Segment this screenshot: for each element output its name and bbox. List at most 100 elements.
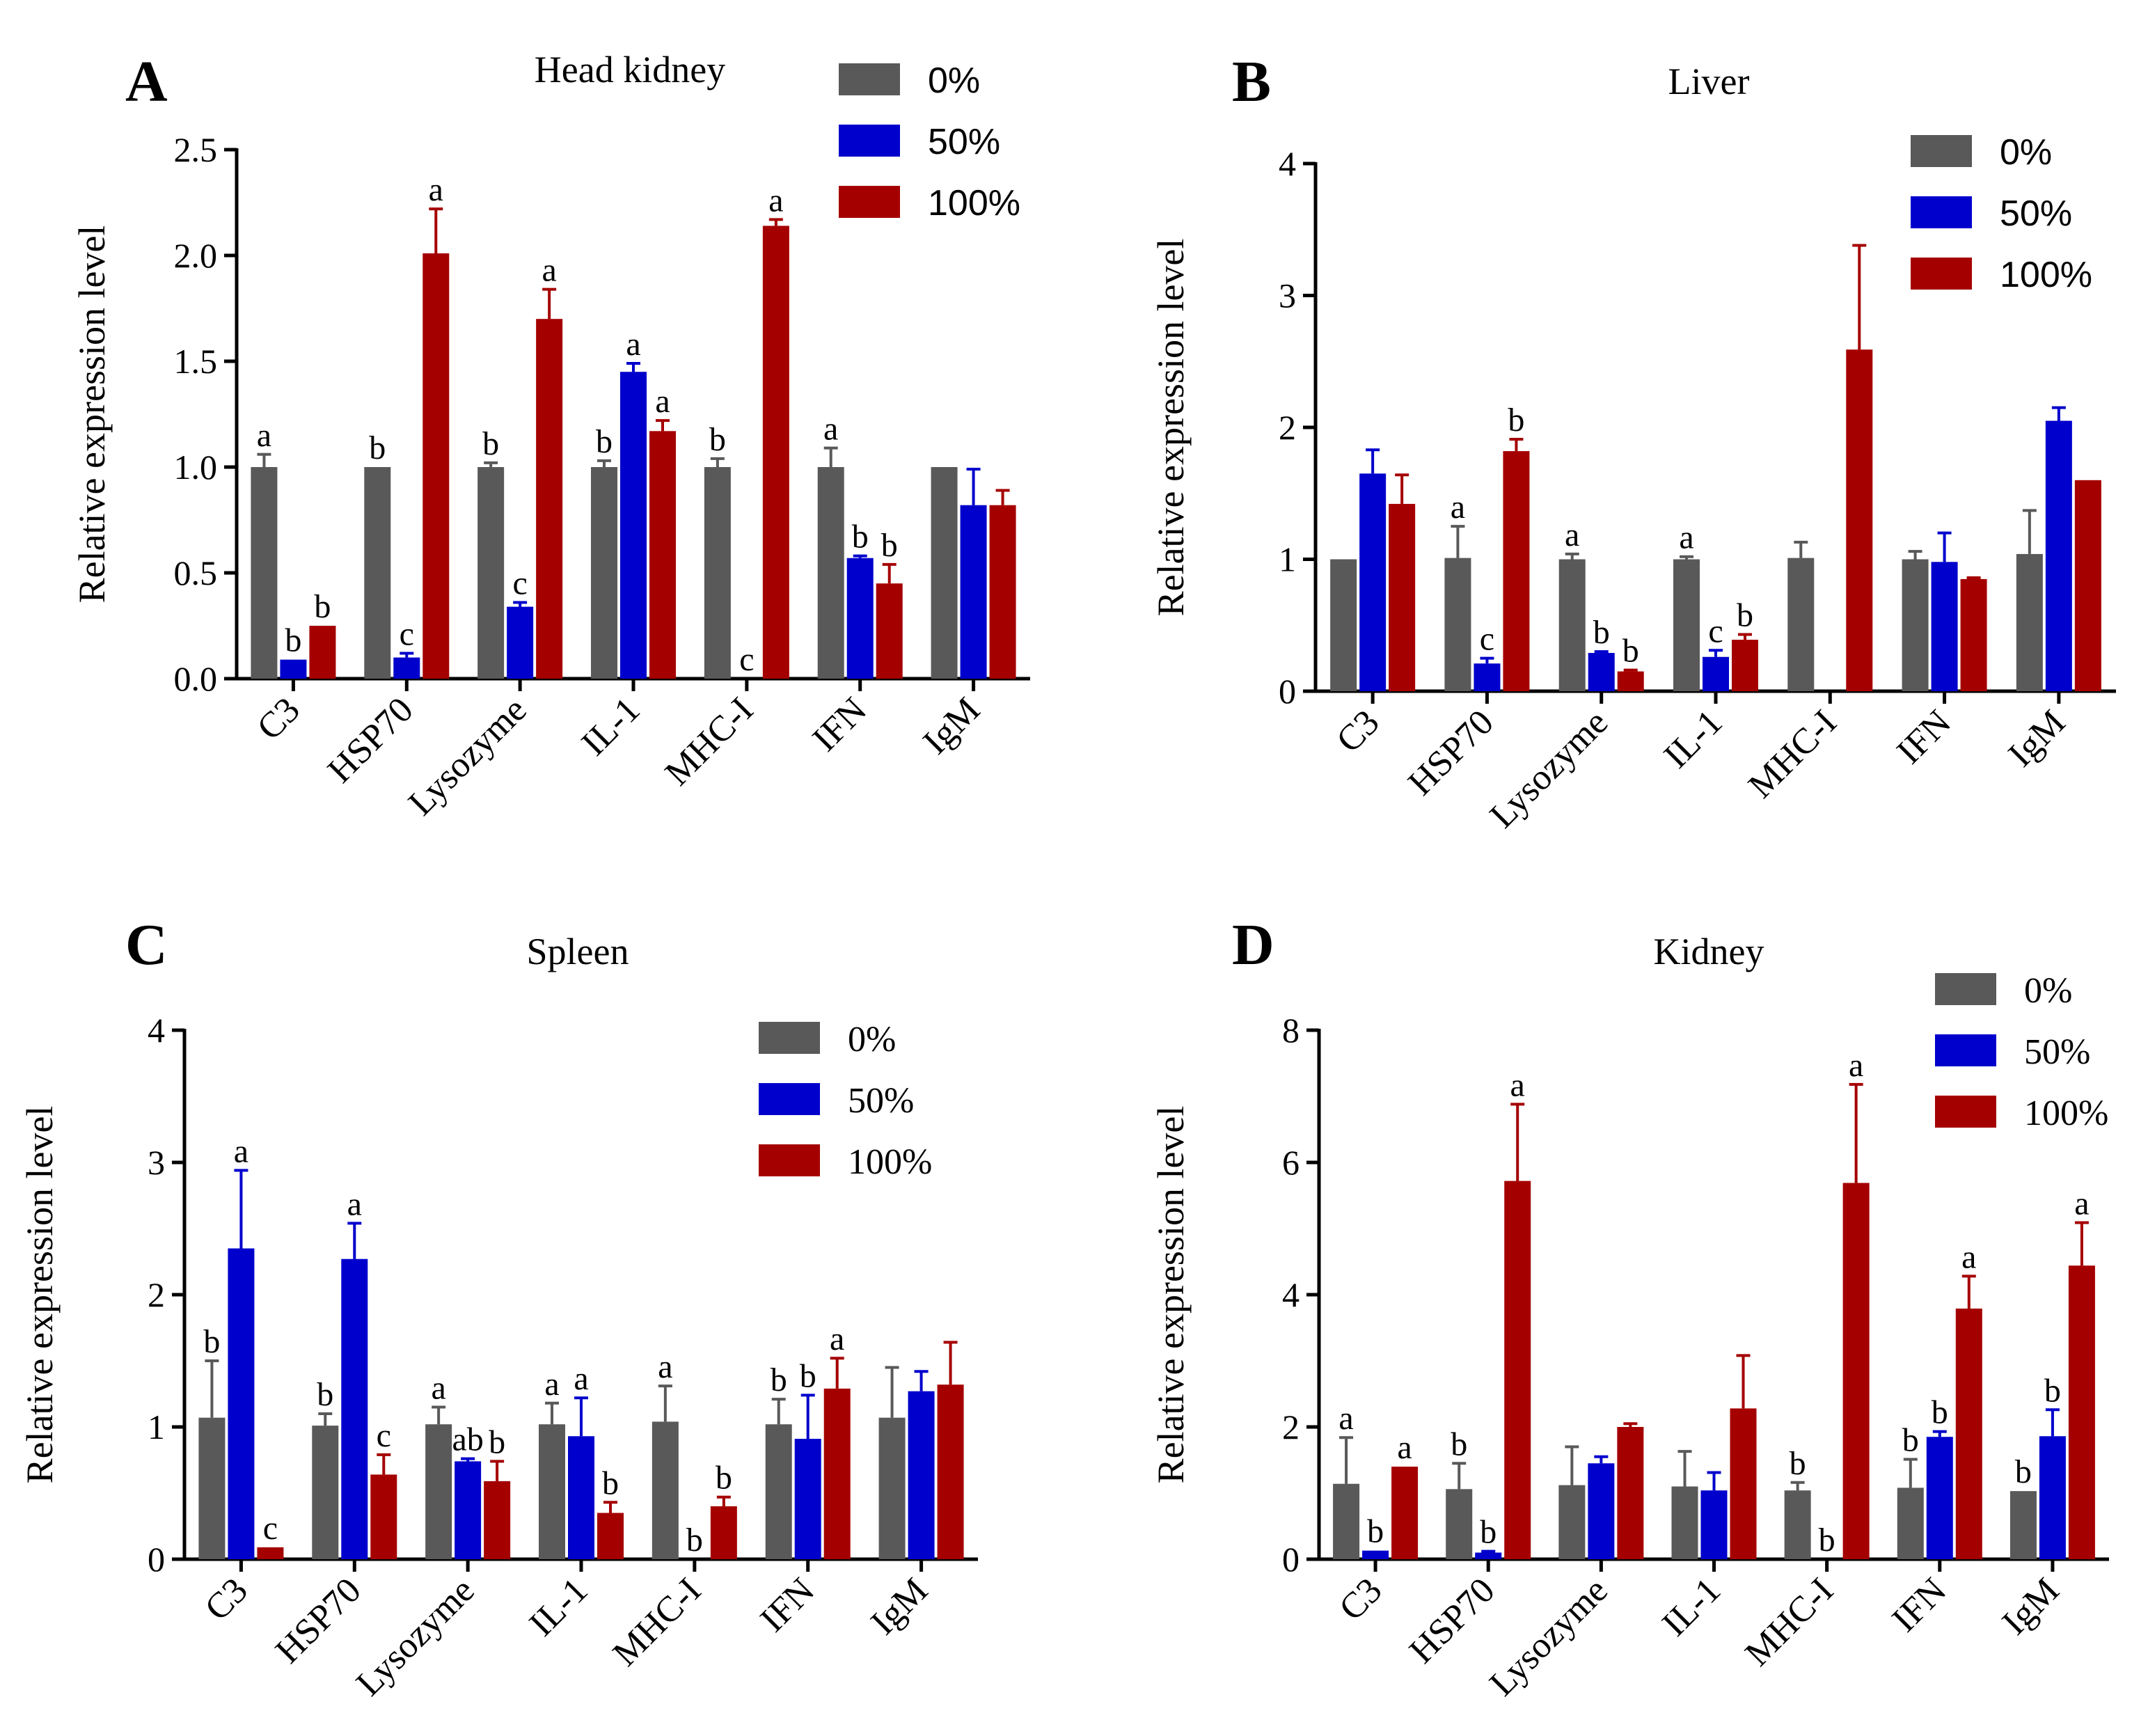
panel-a-bar-hsp70-50pct — [393, 657, 420, 679]
panel-b-bar-hsp70-50pct — [1474, 663, 1501, 691]
panel-c-letter: C — [125, 913, 168, 977]
panel-c-ytick-label: 3 — [148, 1143, 165, 1182]
panel-d-bar-ifn-50pct — [1926, 1437, 1953, 1559]
panel-d-significance-label: b — [2015, 1453, 2032, 1490]
panel-c-bar-hsp70-100pct — [370, 1474, 397, 1559]
panel-a-ytick-label: 0.0 — [174, 659, 218, 698]
panel-c-significance-label: a — [431, 1370, 445, 1407]
panel-c-bar-hsp70-50pct — [341, 1258, 368, 1559]
panel-b-bar-igm-50pct — [2045, 420, 2072, 691]
panel-c-bar-il-1-0pct — [539, 1424, 565, 1559]
panel-d-significance-label: b — [1819, 1522, 1835, 1559]
panel-a-significance-label: b — [709, 421, 726, 458]
panel-a-bar-il-1-0pct — [591, 467, 617, 679]
panel-a-significance-label: b — [285, 622, 301, 659]
panel-a-significance-label: b — [369, 429, 386, 466]
panel-c-significance-label: a — [234, 1133, 248, 1169]
panel-c-significance-label: c — [377, 1417, 391, 1454]
panel-d-legend-swatch — [1935, 973, 1996, 1005]
panel-a-significance-label: a — [257, 417, 271, 454]
panel-b-significance-label: b — [1737, 597, 1753, 634]
panel-a-significance-label: a — [823, 411, 838, 448]
panel-a-legend-label: 50% — [928, 122, 1000, 162]
panel-d-significance-label: b — [1932, 1394, 1948, 1431]
panel-b-letter: B — [1232, 49, 1271, 114]
panel-c-bar-ifn-100pct — [823, 1388, 851, 1559]
panel-c-significance-label: b — [602, 1465, 619, 1501]
panel-d-significance-label: a — [1397, 1429, 1412, 1466]
panel-c-significance-label: b — [771, 1362, 787, 1398]
panel-d-significance-label: a — [1849, 1047, 1863, 1084]
panel-d-significance-label: b — [1902, 1422, 1919, 1459]
panel-d-bar-c3-50pct — [1362, 1550, 1389, 1559]
panel-b-ytick-label: 2 — [1279, 408, 1296, 447]
panel-c-ytick-label: 1 — [148, 1407, 165, 1446]
panel-a-title: Head kidney — [535, 49, 725, 90]
panel-a-bar-igm-50pct — [960, 505, 987, 679]
panel-c-bar-lysozyme-50pct — [455, 1461, 482, 1559]
panel-c-bar-c3-50pct — [228, 1248, 255, 1559]
panel-c-legend-label: 50% — [848, 1081, 914, 1121]
panel-a-bar-c3-100pct — [309, 626, 336, 679]
panel-c-bar-mhc-i-100pct — [710, 1506, 737, 1559]
panel-b-ylabel: Relative expression level — [1150, 239, 1192, 617]
panel-a-legend-swatch — [839, 63, 900, 95]
panel-c-significance-label: b — [317, 1376, 333, 1413]
panel-b-legend-label: 50% — [2000, 194, 2072, 234]
panel-a-bar-ifn-50pct — [846, 558, 874, 679]
panel-b-significance-label: c — [1480, 621, 1494, 658]
panel-d-bar-igm-100pct — [2068, 1265, 2095, 1559]
panel-a-significance-label: c — [512, 565, 527, 602]
panel-c-ytick-label: 0 — [148, 1540, 165, 1579]
panel-c-ytick-label: 4 — [148, 1011, 165, 1050]
panel-c-legend-swatch — [759, 1083, 820, 1115]
panel-b-bar-lysozyme-100pct — [1617, 671, 1644, 691]
panel-b-bar-il-1-100pct — [1732, 640, 1758, 691]
panel-b-legend-label: 0% — [2000, 132, 2052, 173]
panel-b-bar-igm-100pct — [2074, 480, 2101, 691]
panel-d-ylabel: Relative expression level — [1150, 1106, 1192, 1484]
panel-c-bar-lysozyme-0pct — [425, 1424, 452, 1559]
panel-a-ytick-label: 1.5 — [174, 342, 218, 381]
panel-d-significance-label: b — [2044, 1372, 2061, 1409]
panel-b-bar-il-1-0pct — [1673, 559, 1700, 691]
panel-d-bar-igm-50pct — [2039, 1436, 2066, 1559]
panel-c-bar-ifn-50pct — [794, 1439, 821, 1559]
panel-a-bar-mhc-i-0pct — [704, 467, 731, 679]
panel-c-legend-label: 0% — [848, 1020, 896, 1059]
panel-a-significance-label: b — [482, 425, 499, 462]
panel-c-significance-label: b — [686, 1522, 703, 1559]
panel-a-ytick-label: 2.0 — [174, 236, 218, 275]
panel-a-ytick-label: 2.5 — [174, 130, 218, 169]
panel-d-bar-ifn-100pct — [1955, 1308, 1982, 1559]
panel-a-significance-label: a — [655, 383, 670, 420]
panel-b-legend: 0% 50% 100% — [1911, 132, 2092, 295]
panel-c-bar-mhc-i-0pct — [651, 1421, 679, 1559]
panel-b-significance-label: c — [1708, 613, 1723, 649]
panel-b-ytick-label: 3 — [1279, 276, 1296, 315]
panel-a-letter: A — [125, 49, 168, 114]
panel-b-bar-c3-100pct — [1389, 503, 1416, 691]
panel-a-ytick-label: 0.5 — [174, 553, 218, 592]
panel-c-bar-igm-0pct — [878, 1417, 906, 1559]
panel-d-legend-swatch — [1935, 1034, 1996, 1066]
panel-b-legend-label: 100% — [2000, 255, 2092, 295]
panel-b-ytick-label: 1 — [1279, 540, 1296, 579]
panel-c-significance-label: a — [574, 1360, 588, 1397]
panel-a-significance-label: a — [626, 326, 640, 363]
panel-d-bar-il-1-0pct — [1671, 1486, 1698, 1559]
panel-a-bar-ifn-100pct — [876, 583, 903, 679]
panel-a-significance-label: a — [542, 252, 556, 289]
panel-b-significance-label: b — [1593, 614, 1610, 651]
panel-c-bar-lysozyme-100pct — [484, 1481, 511, 1559]
panel-b-bar-ifn-0pct — [1902, 559, 1929, 691]
panel-c-significance-label: ab — [452, 1421, 483, 1458]
panel-a-significance-label: b — [852, 519, 869, 555]
panel-b-bar-ifn-50pct — [1931, 562, 1958, 691]
panel-d-significance-label: a — [2074, 1185, 2089, 1222]
panel-d-significance-label: a — [1510, 1066, 1525, 1103]
panel-d-title: Kidney — [1654, 931, 1764, 972]
panel-b-ytick-label: 0 — [1279, 672, 1296, 711]
panel-d-significance-label: b — [1480, 1514, 1497, 1551]
